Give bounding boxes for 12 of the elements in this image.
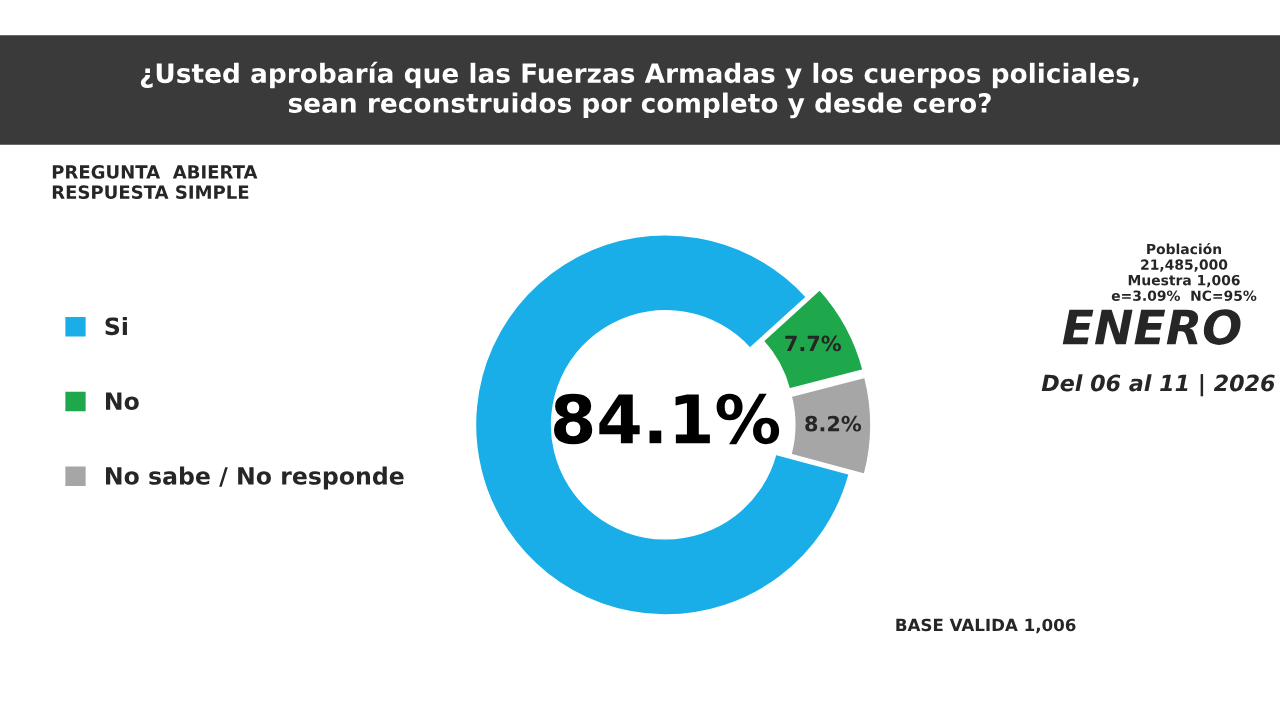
legend-label: Si <box>105 316 127 336</box>
data-label: 84.1% <box>554 393 780 445</box>
chart-subtitle: PREGUNTA ABIERTA RESPUESTA SIMPLE <box>52 165 258 199</box>
text: ENERO <box>1062 309 1241 345</box>
text: Población 21,485,000 Muestra 1,006 e=3.09% NC=95% <box>1111 242 1257 301</box>
legend-label: No <box>106 392 139 411</box>
data-label: 7.7% <box>785 335 841 352</box>
text: Del 06 al 11 | 2026 <box>1041 374 1275 397</box>
text: BASE VALIDA 1,006 <box>896 618 1076 634</box>
legend-label: No sabe / No responde <box>106 466 404 490</box>
data-label: 8.2% <box>805 415 862 432</box>
chart-title: ¿Usted aprobaría que las Fuerzas Armadas y los cuerpos policiales, sean reconstruidos por completo y desde cero? <box>140 61 1139 119</box>
